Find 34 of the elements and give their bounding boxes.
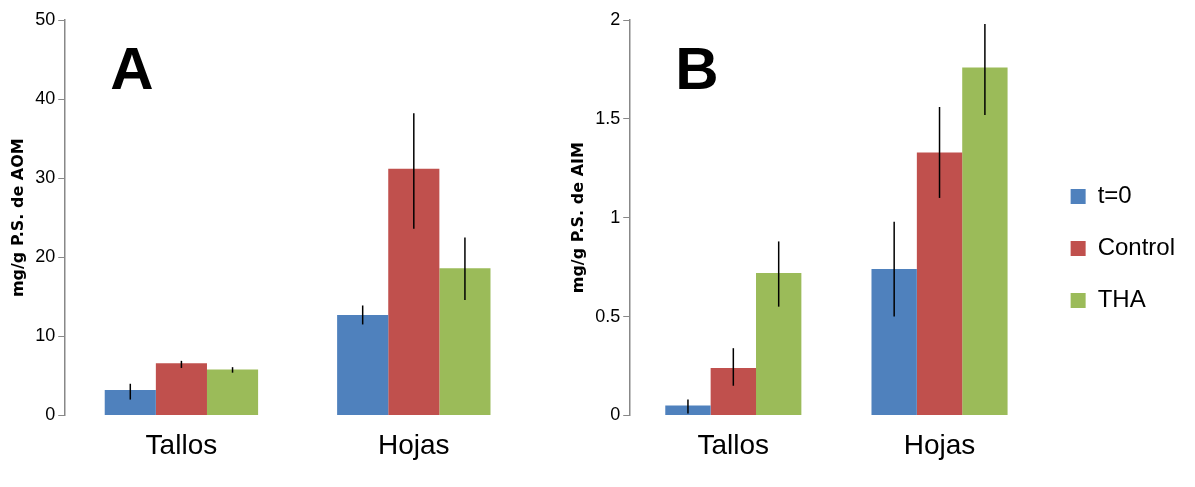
y-tick-label: 0 xyxy=(45,404,56,425)
bar xyxy=(104,390,156,415)
bar xyxy=(155,363,207,415)
bar xyxy=(916,152,963,415)
y-tick-label: 50 xyxy=(35,8,56,29)
bar xyxy=(388,168,440,415)
bar xyxy=(337,314,389,415)
y-tick-label: 0.5 xyxy=(595,305,621,326)
legend-label: t=0 xyxy=(1097,181,1132,209)
x-tick-label: Tallos xyxy=(145,428,218,460)
bar xyxy=(665,405,711,415)
y-tick-label: 2 xyxy=(610,8,621,29)
y-axis-title: mg/g P.S. de AIM xyxy=(567,142,587,294)
y-tick-label: 1 xyxy=(610,206,621,227)
legend-label: Control xyxy=(1097,233,1176,261)
y-axis-title: mg/g P.S. de AOM xyxy=(7,138,27,298)
x-tick-label: Tallos xyxy=(697,428,770,460)
bar xyxy=(871,269,917,415)
bar xyxy=(439,268,491,415)
y-tick-label: 1.5 xyxy=(595,107,621,128)
bar xyxy=(206,369,259,415)
y-tick-label: 0 xyxy=(610,404,621,425)
x-tick-label: Hojas xyxy=(378,428,450,460)
bar xyxy=(962,67,1008,415)
y-tick-label: 30 xyxy=(35,167,56,188)
bar xyxy=(710,367,757,415)
chart-title: B xyxy=(675,34,719,102)
y-tick-label: 40 xyxy=(35,88,56,109)
y-tick-label: 20 xyxy=(35,246,56,267)
y-tick-label: 10 xyxy=(35,325,56,346)
chart-title: A xyxy=(110,34,154,102)
legend-label: THA xyxy=(1097,285,1146,313)
bar xyxy=(756,273,802,415)
x-tick-label: Hojas xyxy=(903,428,976,460)
